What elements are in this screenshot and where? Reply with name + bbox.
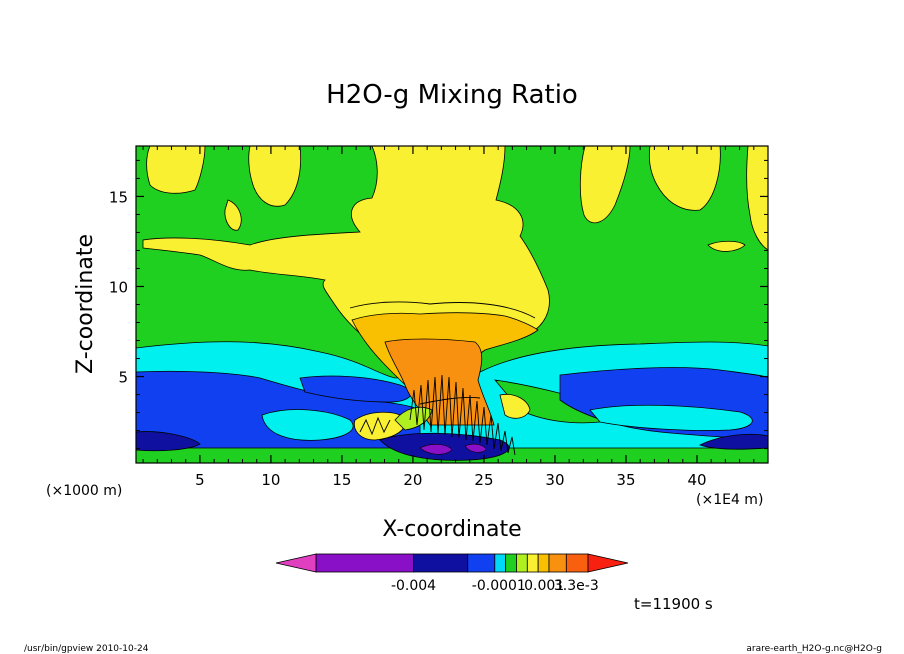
x-tick-label: 40 [687, 471, 706, 489]
convective-contour-lines [349, 301, 536, 456]
x-unit-right: (×1E4 m) [696, 492, 763, 508]
time-annotation: t=11900 s [634, 595, 713, 613]
y-tick-label: 5 [118, 369, 128, 387]
footer-right: arare-earth_H2O-g.nc@H2O-g [746, 644, 882, 654]
colorbar-tick-label: -0.004 [391, 578, 436, 594]
contour-yellow-blob-b [248, 146, 302, 207]
y-axis: 5 10 15 [109, 159, 768, 450]
x-axis: 5 10 15 20 25 30 35 40 [142, 146, 755, 489]
colorbar-segment [537, 553, 550, 573]
colorbar-segment [548, 553, 567, 573]
x-tick-label: 5 [195, 471, 205, 489]
y-tick-label: 10 [109, 278, 128, 296]
contour-yellow-blob-c [224, 199, 242, 231]
colorbar-high-arrow [587, 553, 629, 573]
contour-orange-core [384, 338, 495, 426]
x-tick-label: 25 [474, 471, 493, 489]
colorbar-tick-label: -0.0001 [472, 578, 526, 594]
x-tick-label: 15 [332, 471, 351, 489]
x-tick-label: 20 [403, 471, 422, 489]
colorbar-segment [413, 553, 469, 573]
contour-yellow-blob-a [146, 146, 206, 194]
contour-cyan-patch [261, 409, 354, 441]
contour-yellow-blob-g [707, 240, 746, 252]
colorbar-segment [516, 553, 528, 573]
colorbar-tick-label: 3.3e-3 [554, 578, 599, 594]
colorbar-low-arrow [275, 553, 317, 573]
colorbar-segment [565, 553, 589, 573]
contour-yellow-surface-a [353, 411, 406, 441]
colorbar-segment [505, 553, 517, 573]
y-tick-label: 15 [109, 188, 128, 206]
colorbar-segment [526, 553, 539, 573]
x-tick-label: 30 [545, 471, 564, 489]
x-axis-title: X-coordinate [382, 517, 521, 542]
x-tick-label: 10 [261, 471, 280, 489]
chart-title: H2O-g Mixing Ratio [326, 80, 578, 110]
colorbar [275, 553, 629, 573]
colorbar-segment [467, 553, 496, 573]
contour-blue-band-2 [299, 375, 412, 403]
colorbar-segment [494, 553, 507, 573]
contour-yellow-blob-f [746, 146, 768, 251]
contour-yellow-surface-b [499, 393, 531, 419]
contour-darkblue-right [698, 433, 768, 450]
contour-cyan-patch-2 [589, 404, 753, 431]
colorbar-tick-label: 0.001 [524, 578, 564, 594]
contour-yellow-blob-e [648, 146, 721, 211]
plot-area [136, 146, 768, 463]
contour-darkblue-left [136, 431, 201, 452]
y-axis-title: Z-coordinate [73, 234, 98, 374]
contour-purple-cells [419, 443, 487, 455]
contour-yellow-blob-d [579, 146, 631, 224]
footer-left: /usr/bin/gpview 2010-10-24 [24, 644, 149, 654]
x-unit-left: (×1000 m) [46, 483, 122, 499]
x-tick-label: 35 [616, 471, 635, 489]
colorbar-segment [315, 553, 414, 573]
